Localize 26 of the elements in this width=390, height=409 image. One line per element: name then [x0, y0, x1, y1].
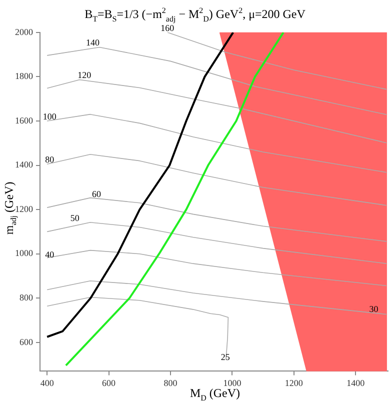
y-tick-label: 1400	[15, 160, 34, 170]
y-tick-label: 1200	[15, 204, 34, 214]
y-tick-label: 600	[20, 336, 34, 347]
annotation: 100	[42, 111, 57, 122]
x-tick-label: 400	[40, 378, 54, 388]
x-tick-label: 1000	[223, 378, 242, 388]
annotation: 30	[369, 304, 379, 314]
annotation: 50	[70, 213, 80, 224]
x-tick-label: 600	[102, 378, 116, 388]
y-tick-label: 1000	[15, 248, 34, 258]
annotation: 60	[92, 188, 102, 199]
x-axis-title: M$_{D}$ (GeV)	[188, 386, 242, 402]
annotation: 140	[86, 38, 100, 48]
annotation: 160	[160, 22, 175, 33]
x-tick-label: 1400	[346, 378, 366, 388]
annotation: 25	[220, 352, 230, 362]
annotation: 120	[78, 70, 92, 80]
y-tick-label: 1600	[15, 115, 34, 126]
y-tick-label: 2000	[15, 26, 34, 37]
annotation: 40	[45, 250, 55, 260]
x-tick-label: 1200	[284, 378, 304, 388]
x-tick-label: 800	[164, 378, 178, 388]
annotation: 80	[45, 154, 55, 165]
chart-title: B$_{T}$=B$_{S}$=1/3 (−m$^{2}$$_{adj}$ − M$^{2}$$_{D}$) GeV$^{2}$, μ=200 GeV	[84, 6, 306, 24]
y-tick-label: 800	[20, 292, 34, 302]
y-tick-label: 1800	[15, 71, 34, 82]
